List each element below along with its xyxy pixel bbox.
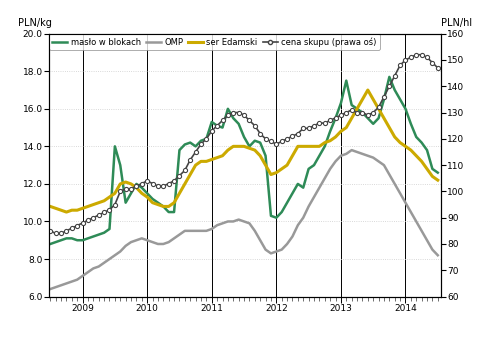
Legend: masło w blokach, OMP, ser Edamski, cena skupu (prawa oś): masło w blokach, OMP, ser Edamski, cena …: [49, 34, 380, 50]
Text: PLN/hl: PLN/hl: [441, 19, 472, 28]
Text: PLN/kg: PLN/kg: [18, 19, 51, 28]
